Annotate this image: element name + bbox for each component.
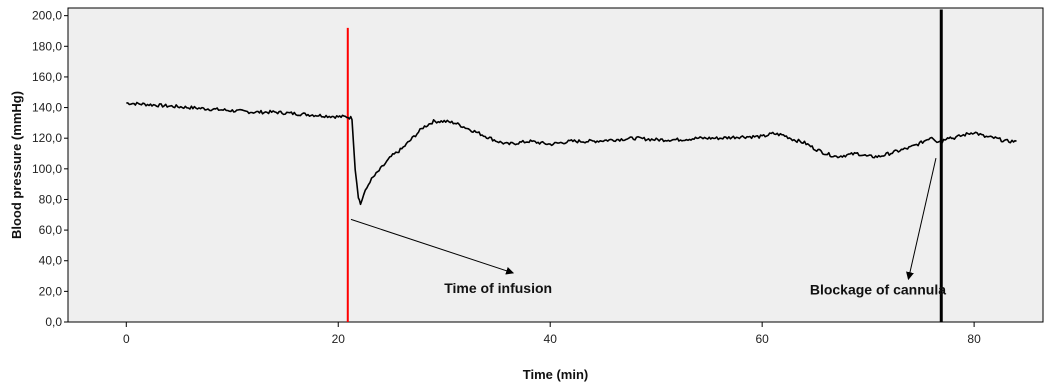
y-tick-label: 60,0 (39, 223, 63, 237)
y-tick-label: 140,0 (32, 101, 62, 115)
y-tick-label: 200,0 (32, 9, 62, 23)
y-tick-label: 160,0 (32, 70, 62, 84)
annotation-arrow (906, 157, 937, 281)
x-tick-label: 20 (332, 332, 346, 346)
series-line (126, 101, 1017, 206)
y-tick-label: 180,0 (32, 39, 62, 53)
y-tick-label: 80,0 (39, 192, 63, 206)
y-tick-label: 40,0 (39, 254, 63, 268)
y-axis-title: Blood pressure (mmHg) (9, 91, 24, 239)
x-tick-label: 80 (967, 332, 981, 346)
x-axis-title: Time (min) (523, 367, 589, 382)
annotation-label: Time of infusion (444, 280, 552, 296)
annotations: Time of infusion Blockage of cannula (350, 157, 946, 297)
x-tick-label: 40 (544, 332, 558, 346)
y-tick-label: 100,0 (32, 162, 62, 176)
y-axis: 0,0 20,0 40,0 60,0 80,0 100,0 120,0 140,0 160,0 1… (32, 9, 68, 329)
y-tick-label: 120,0 (32, 131, 62, 145)
annotation-arrow (350, 218, 515, 275)
annotation-label: Blockage of cannula (810, 281, 946, 297)
plot-area (67, 7, 1044, 323)
y-tick-label: 20,0 (39, 284, 63, 298)
x-tick-label: 0 (123, 332, 130, 346)
series-layer (126, 101, 1017, 206)
y-tick-label: 0,0 (45, 315, 62, 329)
x-tick-label: 60 (755, 332, 769, 346)
x-axis: 0 20 40 60 80 (123, 322, 981, 346)
event-markers (346, 9, 943, 322)
